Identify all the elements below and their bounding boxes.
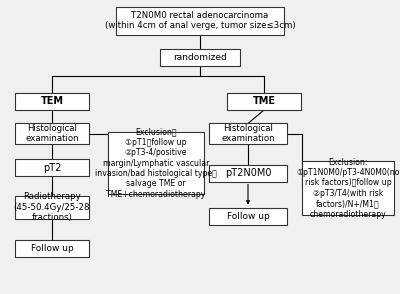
FancyBboxPatch shape	[209, 208, 287, 225]
Text: Histological
examination: Histological examination	[221, 124, 275, 143]
Text: pT2: pT2	[43, 163, 61, 173]
FancyBboxPatch shape	[227, 93, 301, 110]
FancyBboxPatch shape	[15, 240, 89, 257]
Text: randomized: randomized	[173, 53, 227, 62]
Text: Follow up: Follow up	[227, 212, 269, 220]
FancyBboxPatch shape	[209, 123, 287, 144]
Text: pT2N0M0: pT2N0M0	[225, 168, 271, 178]
FancyBboxPatch shape	[209, 166, 287, 182]
Text: TEM: TEM	[40, 96, 64, 106]
FancyBboxPatch shape	[15, 123, 89, 144]
FancyBboxPatch shape	[108, 132, 204, 194]
Text: TME: TME	[252, 96, 276, 106]
Text: T2N0M0 rectal adenocarcinoma
(within 4cm of anal verge, tumor size≤3cm): T2N0M0 rectal adenocarcinoma (within 4cm…	[105, 11, 295, 30]
Text: Histological
examination: Histological examination	[25, 124, 79, 143]
FancyBboxPatch shape	[15, 93, 89, 110]
Text: Radiotherapy
(45-50.4Gy/25-28
fractions): Radiotherapy (45-50.4Gy/25-28 fractions)	[14, 192, 90, 222]
FancyBboxPatch shape	[116, 7, 284, 34]
FancyBboxPatch shape	[302, 161, 394, 216]
Text: Exclusion:
①pT1N0M0/pT3-4N0M0(no
risk factors)：follow up
②pT3/T4(with risk
facto: Exclusion: ①pT1N0M0/pT3-4N0M0(no risk fa…	[296, 158, 400, 219]
Text: Exclusion：
①pT1：follow up
②pT3-4/positive
margin/Lymphatic vascular
invasion/bad: Exclusion： ①pT1：follow up ②pT3-4/positiv…	[95, 128, 217, 199]
Text: Follow up: Follow up	[31, 244, 73, 253]
FancyBboxPatch shape	[15, 196, 89, 219]
FancyBboxPatch shape	[160, 49, 240, 66]
FancyBboxPatch shape	[15, 159, 89, 176]
